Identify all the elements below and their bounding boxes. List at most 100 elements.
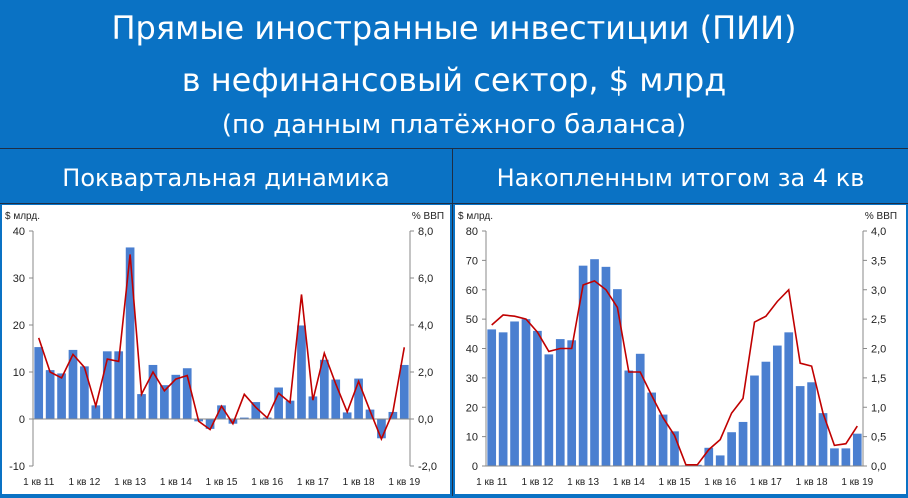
- bar: [57, 373, 66, 419]
- series-line: [491, 279, 858, 466]
- bar: [601, 266, 611, 466]
- y-axis-right-label: % ВВП: [412, 211, 444, 222]
- bar: [148, 364, 158, 419]
- bar: [624, 370, 634, 466]
- bar: [795, 386, 805, 466]
- bar: [45, 370, 55, 419]
- bar: [613, 289, 622, 466]
- right-chart-subtitle: Накопленным итогом за 4 кв: [496, 164, 865, 192]
- bar: [91, 405, 101, 419]
- y-tick-label-left: 60: [466, 285, 478, 297]
- y-axis-left-label: $ млрд.: [458, 211, 493, 222]
- y-tick-label-left: 50: [466, 314, 478, 326]
- bar: [635, 353, 645, 466]
- title-line-1: Прямые иностранные инвестиции (ПИИ): [111, 9, 797, 47]
- bar: [125, 247, 135, 419]
- y-tick-label-left: 30: [466, 373, 478, 385]
- y-tick-label-right: 0,5: [871, 432, 886, 444]
- y-tick-label-right: 0,0: [871, 461, 886, 473]
- title-line-3: (по данным платёжного баланса): [221, 110, 687, 140]
- x-tick-label: 1 кв 16: [704, 477, 736, 488]
- bar: [761, 361, 771, 466]
- x-tick-label: 1 кв 16: [251, 477, 283, 488]
- header: Прямые иностранные инвестиции (ПИИ) в не…: [0, 0, 908, 148]
- bar: [251, 402, 261, 419]
- x-tick-label: 1 кв 19: [841, 477, 873, 488]
- bar: [521, 319, 531, 466]
- y-tick-label-left: 30: [13, 273, 25, 285]
- x-tick-label: 1 кв 17: [750, 477, 782, 488]
- bar: [841, 448, 851, 466]
- y-tick-label-left: 40: [13, 226, 25, 238]
- y-tick-label-left: 10: [466, 432, 478, 444]
- y-tick-label-right: -2,0: [418, 461, 437, 473]
- y-tick-label-left: 40: [466, 344, 478, 356]
- x-tick-label: 1 кв 13: [567, 477, 599, 488]
- x-tick-label: 1 кв 14: [160, 477, 192, 488]
- bar: [240, 417, 249, 419]
- bar: [818, 413, 828, 466]
- y-tick-label-left: 20: [13, 320, 25, 332]
- y-axis-right-label: % ВВП: [865, 211, 897, 222]
- bar: [182, 368, 192, 419]
- x-tick-label: 1 кв 15: [659, 477, 691, 488]
- bar: [590, 259, 599, 466]
- bar: [658, 414, 668, 466]
- bar: [308, 396, 318, 419]
- y-tick-label-right: 2,0: [418, 367, 433, 379]
- cumulative-chart: $ млрд. % ВВП 0 10 20 30 40 50 60 70 80 0,0 0,5 1,0 1,…: [458, 211, 897, 488]
- y-tick-label-right: 4,0: [418, 320, 433, 332]
- divider-middle: [452, 148, 453, 496]
- bar: [228, 419, 238, 424]
- bar: [137, 394, 146, 419]
- y-tick-label-right: 8,0: [418, 226, 433, 238]
- bar: [852, 433, 862, 466]
- y-tick-label-left: 70: [466, 255, 478, 267]
- bar: [727, 432, 736, 466]
- bar: [274, 387, 283, 419]
- y-tick-label-left: 0: [472, 461, 478, 473]
- bar: [34, 347, 44, 419]
- bar: [647, 392, 656, 466]
- x-tick-label: 1 кв 13: [114, 477, 146, 488]
- bar: [567, 340, 577, 466]
- bar: [399, 364, 409, 419]
- bar: [388, 411, 398, 419]
- bar: [772, 345, 782, 466]
- left-chart-panel: $ млрд. % ВВП -10 0 10 20 30 40 -2,0 0,0 2,0 4,0 6,0…: [2, 205, 450, 494]
- quarterly-chart: $ млрд. % ВВП -10 0 10 20 30 40 -2,0 0,0 2,0 4,0 6,0…: [5, 211, 444, 488]
- left-chart-subtitle: Поквартальная динамика: [62, 164, 390, 192]
- bar: [784, 332, 794, 466]
- bar: [807, 382, 816, 466]
- x-tick-label: 1 кв 18: [343, 477, 375, 488]
- bar: [297, 325, 306, 419]
- bar: [68, 349, 78, 419]
- bar: [365, 409, 375, 419]
- x-tick-label: 1 кв 11: [476, 477, 508, 488]
- y-tick-label-right: 3,5: [871, 255, 886, 267]
- series-line: [37, 254, 406, 442]
- x-tick-label: 1 кв 18: [796, 477, 828, 488]
- y-tick-label-right: 2,5: [871, 314, 886, 326]
- bar: [498, 332, 508, 466]
- bar: [342, 412, 352, 419]
- y-tick-label-right: 3,0: [871, 285, 886, 297]
- x-tick-label: 1 кв 19: [388, 477, 420, 488]
- y-tick-label-left: 10: [13, 367, 25, 379]
- bar: [510, 321, 519, 466]
- bar: [555, 339, 565, 466]
- bar: [578, 265, 588, 466]
- bar: [114, 351, 124, 419]
- bar: [750, 375, 759, 466]
- x-tick-label: 1 кв 17: [297, 477, 329, 488]
- bar: [487, 329, 497, 466]
- y-tick-label-right: 6,0: [418, 273, 433, 285]
- divider-top: [0, 148, 908, 149]
- bar: [160, 385, 169, 419]
- y-tick-label-left: 0: [19, 414, 25, 426]
- divider-subtitle: [0, 203, 908, 204]
- bar: [738, 421, 748, 466]
- y-tick-label-right: 1,0: [871, 402, 886, 414]
- y-tick-label-left: 20: [466, 402, 478, 414]
- x-tick-label: 1 кв 15: [206, 477, 238, 488]
